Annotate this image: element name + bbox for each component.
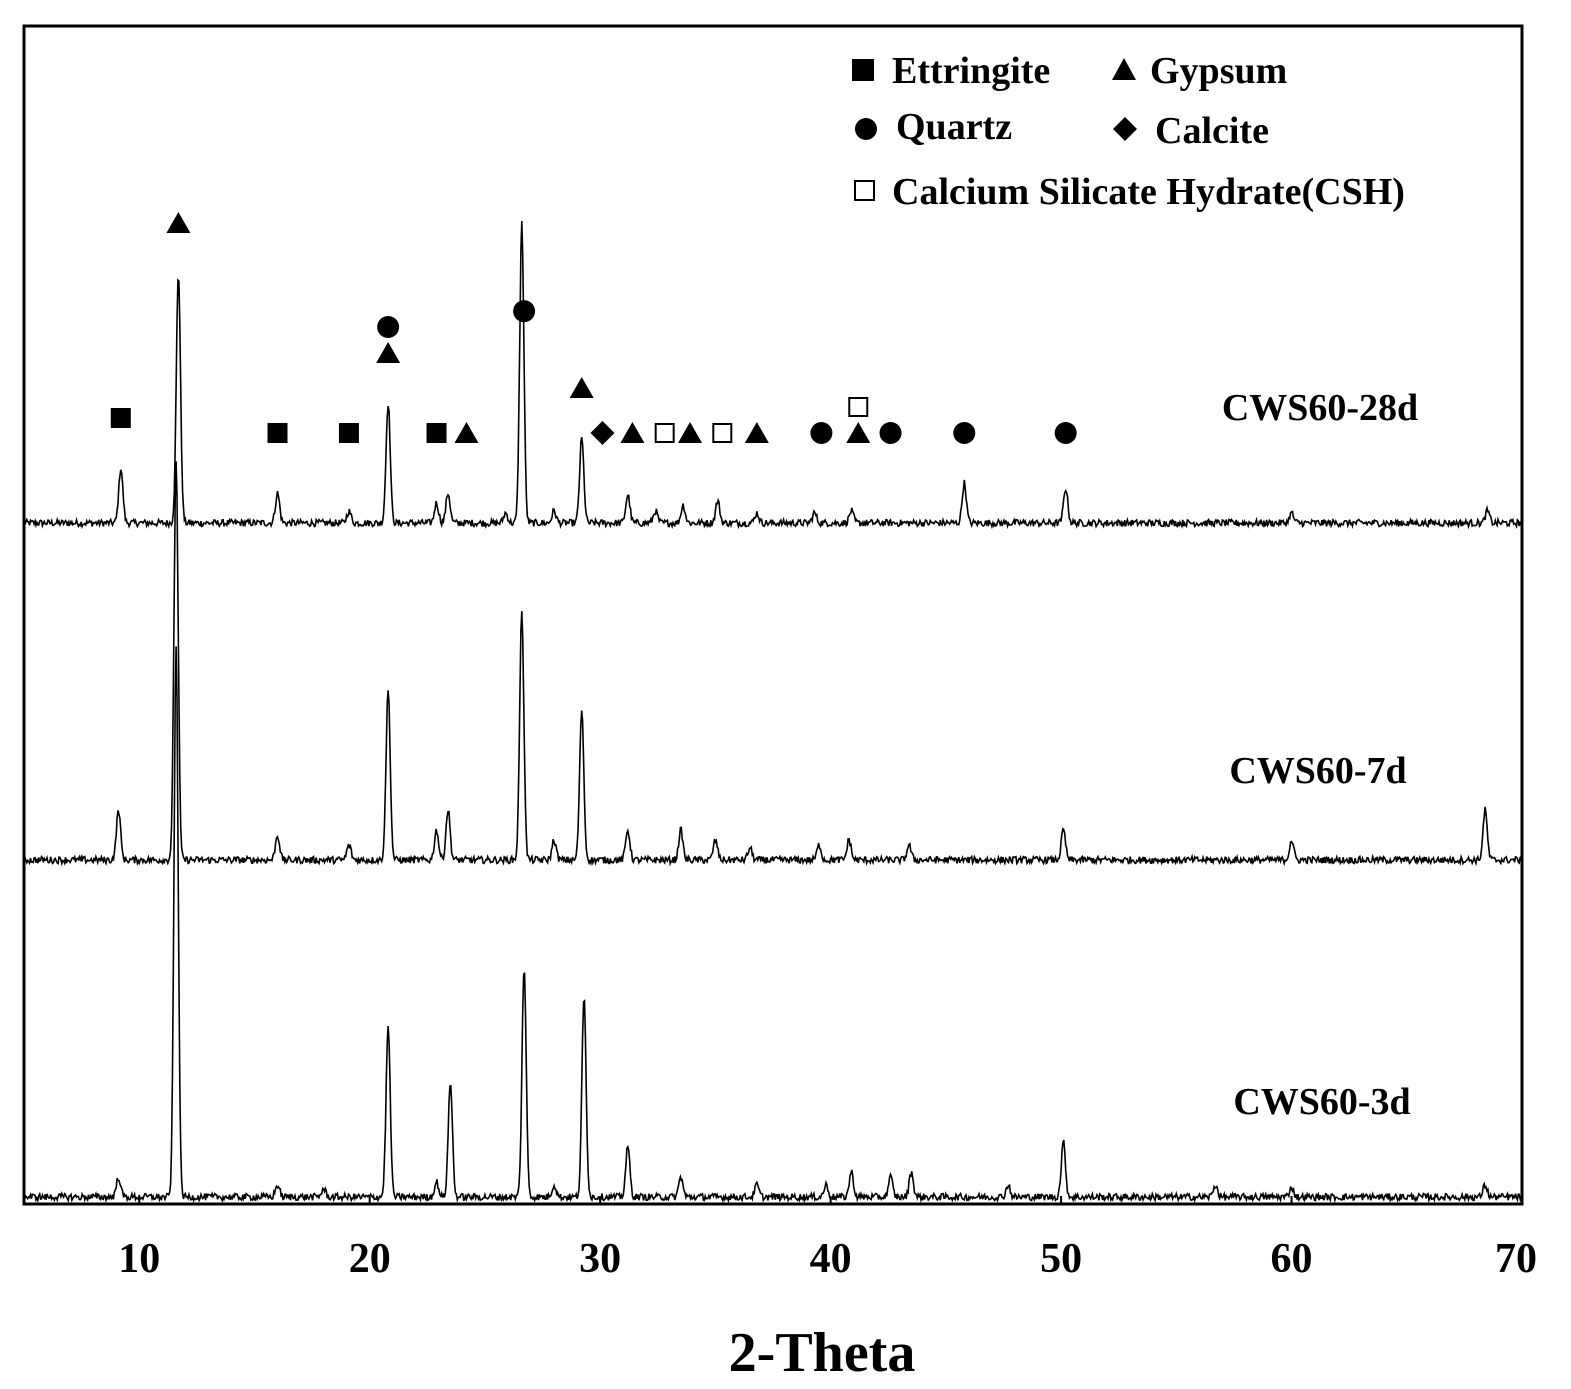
peak-marker-filled-square — [338, 423, 359, 443]
x-tick-label: 60 — [1271, 1236, 1313, 1282]
peak-marker-filled-triangle — [569, 377, 594, 398]
peak-marker-filled-circle — [810, 422, 833, 444]
peak-marker-filled-triangle — [454, 422, 479, 443]
peak-marker-group — [110, 212, 1077, 445]
x-tick-label: 20 — [349, 1236, 391, 1282]
peak-marker-filled-triangle — [376, 342, 401, 363]
peak-marker-filled-triangle — [846, 422, 871, 443]
peak-marker-filled-circle — [1054, 422, 1077, 444]
series-group — [23, 220, 1523, 1204]
peak-marker-filled-diamond — [590, 421, 615, 445]
legend-calcite-label: Calcite — [1155, 110, 1269, 152]
x-tick-label: 40 — [810, 1236, 852, 1282]
series-label-7d: CWS60-7d — [1229, 750, 1406, 792]
x-tick-label: 50 — [1040, 1236, 1082, 1282]
peak-marker-filled-circle — [879, 422, 902, 444]
peak-marker-filled-triangle — [678, 422, 703, 443]
peak-marker-filled-circle — [953, 422, 976, 444]
peak-marker-filled-triangle — [166, 212, 191, 233]
legend-csh-label: Calcium Silicate Hydrate(CSH) — [892, 171, 1405, 213]
peak-marker-filled-square — [267, 423, 288, 443]
legend-calcite-marker — [1113, 117, 1137, 141]
peak-marker-filled-triangle — [744, 422, 769, 443]
peak-marker-filled-circle — [377, 316, 400, 338]
x-tick-label: 30 — [579, 1236, 621, 1282]
legend-quartz-label: Quartz — [896, 106, 1012, 148]
x-tick-label: 70 — [1495, 1236, 1537, 1282]
series-label-3d: CWS60-3d — [1233, 1081, 1410, 1123]
legend: Ettringite Gypsum Quartz Calcite Calcium… — [852, 50, 1405, 213]
series-line-CWS60-28d — [23, 220, 1523, 530]
legend-quartz-marker — [855, 118, 877, 140]
legend-ettringite-label: Ettringite — [892, 50, 1050, 92]
series-line-CWS60-7d — [23, 461, 1523, 867]
peak-marker-open-square — [654, 423, 675, 443]
legend-gypsum-marker — [1112, 58, 1136, 80]
series-label-28d: CWS60-28d — [1222, 387, 1418, 429]
x-axis-ticks: 10 20 30 40 50 60 70 — [118, 1196, 1537, 1282]
peak-marker-filled-square — [110, 408, 131, 428]
series-line-CWS60-3d — [23, 646, 1523, 1204]
legend-gypsum-label: Gypsum — [1150, 50, 1287, 92]
peak-marker-open-square — [848, 397, 869, 417]
plot-frame — [22, 24, 1524, 1206]
peak-marker-filled-triangle — [620, 422, 645, 443]
peak-marker-filled-square — [426, 423, 447, 443]
legend-csh-marker — [854, 180, 875, 201]
peak-marker-filled-circle — [513, 300, 536, 323]
x-tick-label: 10 — [118, 1236, 160, 1282]
x-axis-title: 2-Theta — [729, 1322, 916, 1384]
peak-marker-open-square — [712, 423, 733, 443]
legend-ettringite-marker — [852, 59, 874, 81]
